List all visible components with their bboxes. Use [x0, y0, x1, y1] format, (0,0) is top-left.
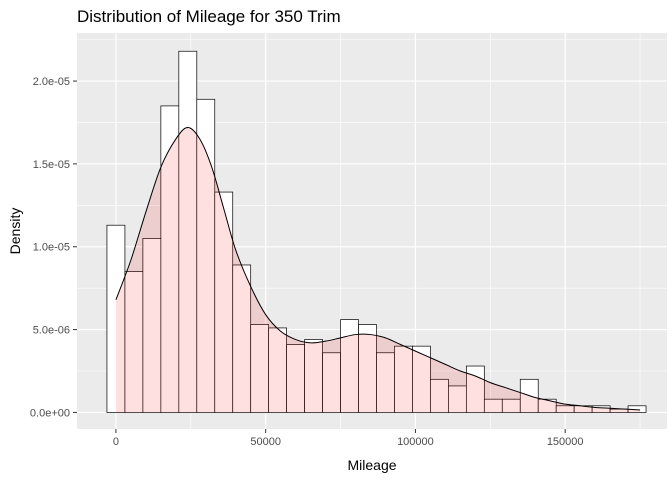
y-axis-ticks: 0.0e+00 5.0e-06 1.0e-05 1.5e-05 2.0e-05	[30, 76, 77, 419]
density-area	[115, 127, 641, 413]
y-axis-title: Density	[7, 208, 23, 255]
y-tick-label: 2.0e-05	[33, 76, 70, 88]
chart-title: Distribution of Mileage for 350 Trim	[77, 7, 341, 26]
y-tick-label: 1.0e-05	[33, 242, 70, 254]
x-axis-ticks: 0 50000 100000 150000	[113, 429, 584, 448]
y-tick-label: 0.0e+00	[30, 407, 70, 419]
y-tick-label: 5.0e-06	[33, 325, 70, 337]
y-tick-label: 1.5e-05	[33, 159, 70, 171]
x-tick-label: 0	[113, 436, 119, 448]
histogram-bars	[106, 50, 647, 413]
x-tick-label: 100000	[397, 436, 434, 448]
x-tick-label: 150000	[547, 436, 584, 448]
x-axis-title: Mileage	[347, 457, 396, 473]
density-line	[115, 126, 641, 411]
x-tick-label: 50000	[250, 436, 281, 448]
